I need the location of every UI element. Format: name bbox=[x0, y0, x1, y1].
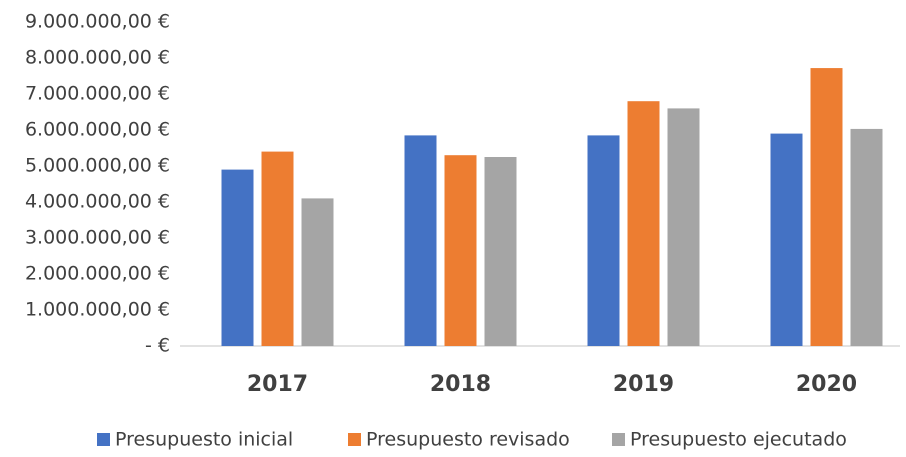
bar bbox=[484, 157, 517, 346]
legend-swatch bbox=[612, 433, 625, 446]
y-tick-label: 6.000.000,00 € bbox=[25, 119, 170, 141]
bar bbox=[444, 155, 477, 346]
x-tick-label: 2020 bbox=[796, 372, 857, 397]
bar bbox=[587, 135, 620, 346]
bar bbox=[770, 133, 803, 346]
bar bbox=[810, 68, 843, 346]
bar bbox=[850, 128, 883, 346]
y-tick-label: 1.000.000,00 € bbox=[25, 299, 170, 321]
legend-swatch bbox=[348, 433, 361, 446]
legend-label: Presupuesto ejecutado bbox=[630, 429, 847, 451]
y-tick-label: - € bbox=[145, 335, 170, 357]
y-tick-label: 3.000.000,00 € bbox=[25, 227, 170, 249]
y-tick-label: 8.000.000,00 € bbox=[25, 47, 170, 69]
bar bbox=[301, 198, 334, 346]
legend-swatch bbox=[97, 433, 110, 446]
y-tick-label: 7.000.000,00 € bbox=[25, 83, 170, 105]
x-tick-label: 2017 bbox=[247, 372, 308, 397]
legend-label: Presupuesto inicial bbox=[115, 429, 293, 451]
bar bbox=[667, 108, 700, 347]
y-tick-label: 2.000.000,00 € bbox=[25, 263, 170, 285]
y-tick-label: 9.000.000,00 € bbox=[25, 11, 170, 33]
x-tick-label: 2019 bbox=[613, 372, 674, 397]
bar bbox=[261, 151, 294, 346]
bar bbox=[221, 169, 254, 346]
bar bbox=[627, 101, 660, 346]
bar bbox=[404, 135, 437, 346]
x-tick-label: 2018 bbox=[430, 372, 491, 397]
y-tick-label: 5.000.000,00 € bbox=[25, 155, 170, 177]
y-tick-label: 4.000.000,00 € bbox=[25, 191, 170, 213]
legend-label: Presupuesto revisado bbox=[366, 429, 570, 451]
